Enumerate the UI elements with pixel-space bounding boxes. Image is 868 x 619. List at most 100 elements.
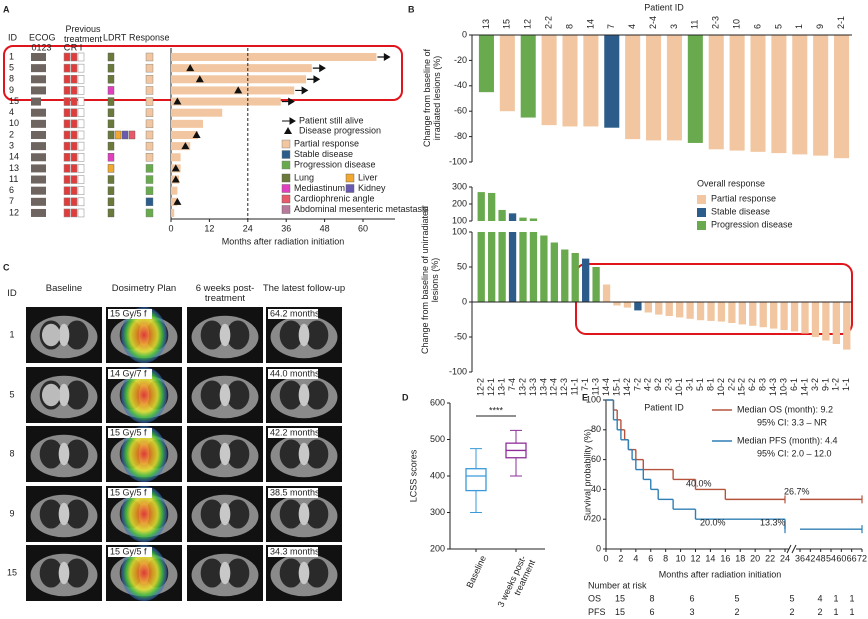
x-tick-label: 48 — [320, 223, 330, 233]
treatment-box — [63, 63, 71, 73]
x-tick-label: 10 — [731, 19, 741, 29]
legend-label: Progression disease — [294, 159, 376, 169]
ct-lung — [200, 380, 224, 410]
ct-lung — [305, 558, 329, 588]
bar — [171, 108, 223, 117]
alive-arrow — [377, 52, 391, 62]
x-tick-label: 15 — [502, 19, 512, 29]
bar — [602, 284, 611, 302]
patient-id: 3 — [9, 140, 14, 150]
treatment-box — [63, 119, 71, 129]
bar — [582, 258, 590, 302]
ecog-bar — [31, 86, 46, 95]
x-tick-label: 4-2 — [643, 378, 653, 391]
x-tick-label: 14 — [585, 19, 595, 29]
x-tick-label: 9 — [815, 24, 825, 29]
ct-lung — [279, 380, 303, 410]
patient-id: 12 — [9, 207, 19, 217]
bar — [171, 208, 175, 217]
response-box — [145, 130, 154, 140]
treatment-box — [63, 108, 71, 117]
bar — [832, 302, 840, 344]
patient-id: 2 — [9, 129, 14, 139]
highlight-box — [575, 263, 853, 335]
x-tick-label: 8 — [663, 553, 668, 563]
ecog-tick-label: 0 — [31, 42, 36, 52]
patient-id: 9 — [9, 85, 14, 95]
ct-mediastinum — [219, 561, 231, 585]
legend-swatch — [281, 173, 291, 183]
bar — [171, 97, 281, 106]
response-box — [145, 75, 154, 84]
bar — [623, 302, 632, 308]
bar — [604, 35, 620, 128]
x-tick-label: 12 — [204, 223, 214, 233]
ldrt-site — [107, 186, 115, 195]
ldrt-site — [107, 208, 115, 218]
ecog-bar — [31, 64, 46, 73]
bar — [171, 75, 307, 84]
bar-upper — [519, 217, 527, 221]
ldrt-site — [107, 197, 115, 207]
response-box — [145, 164, 154, 173]
legend-swatch — [281, 194, 291, 204]
bar — [171, 186, 178, 195]
legend-label: Median PFS (month): 4.4 — [737, 435, 838, 445]
bar — [801, 302, 809, 334]
ecog-tick-label: 1 — [36, 42, 41, 52]
x-tick-label: 66 — [847, 553, 857, 563]
ct-mediastinum — [298, 502, 310, 526]
column-header: Previous treatment — [63, 24, 103, 44]
x-axis-label: Months after radiation initiation — [659, 569, 782, 579]
ecog-bar — [31, 119, 46, 128]
bar — [717, 302, 726, 322]
dose-overlay — [121, 367, 167, 423]
y-tick-label: -40 — [454, 80, 467, 90]
x-tick-label: 20 — [750, 553, 760, 563]
treatment-box — [77, 175, 85, 184]
treatment-box — [63, 97, 71, 106]
risk-count: 1 — [849, 607, 854, 617]
patient-id: 10 — [9, 118, 19, 128]
bar — [728, 302, 736, 323]
legend-label: Partial response — [294, 138, 359, 148]
x-tick-label: 16 — [720, 553, 730, 563]
treatment-box — [77, 52, 85, 62]
x-tick-label: 2-2 — [726, 378, 736, 391]
bar — [686, 302, 694, 319]
x-tick-label: 2-3 — [664, 378, 674, 391]
row-id: 9 — [9, 508, 14, 518]
alive-arrow — [307, 75, 321, 84]
ct-mediastinum — [58, 383, 70, 407]
curve-annotation: 40.0% — [686, 478, 712, 488]
bar — [583, 35, 599, 127]
x-tick-label: 14-2 — [622, 378, 632, 396]
y-tick-label: 500 — [430, 434, 445, 444]
bar — [738, 302, 746, 325]
x-tick-label: 54 — [826, 553, 836, 563]
ecog-bar — [31, 186, 46, 195]
ct-lesion — [41, 383, 61, 407]
ct-lung — [65, 439, 89, 469]
y-tick-label: -60 — [454, 106, 467, 116]
x-axis-label: Patient ID — [644, 402, 684, 412]
x-tick-label: 24 — [780, 553, 790, 563]
followup-label: 44.0 months — [270, 368, 320, 378]
treatment-box — [63, 164, 71, 173]
response-box — [145, 119, 154, 129]
legend-label: Stable disease — [711, 206, 770, 216]
x-tick-label: 12 — [690, 553, 700, 563]
x-tick-label: 4 — [633, 553, 638, 563]
ct-lung — [226, 499, 250, 529]
risk-count: 8 — [649, 593, 654, 603]
ldrt-site — [107, 153, 115, 162]
panel-label: A — [3, 4, 10, 14]
legend-swatch — [281, 205, 291, 214]
column-header: ID — [7, 288, 17, 299]
column-header: LDRT — [103, 32, 127, 42]
x-tick-label: 13-4 — [538, 378, 548, 396]
ct-lung — [305, 439, 329, 469]
risk-row-label: OS — [588, 593, 601, 603]
progression-marker — [186, 64, 195, 72]
